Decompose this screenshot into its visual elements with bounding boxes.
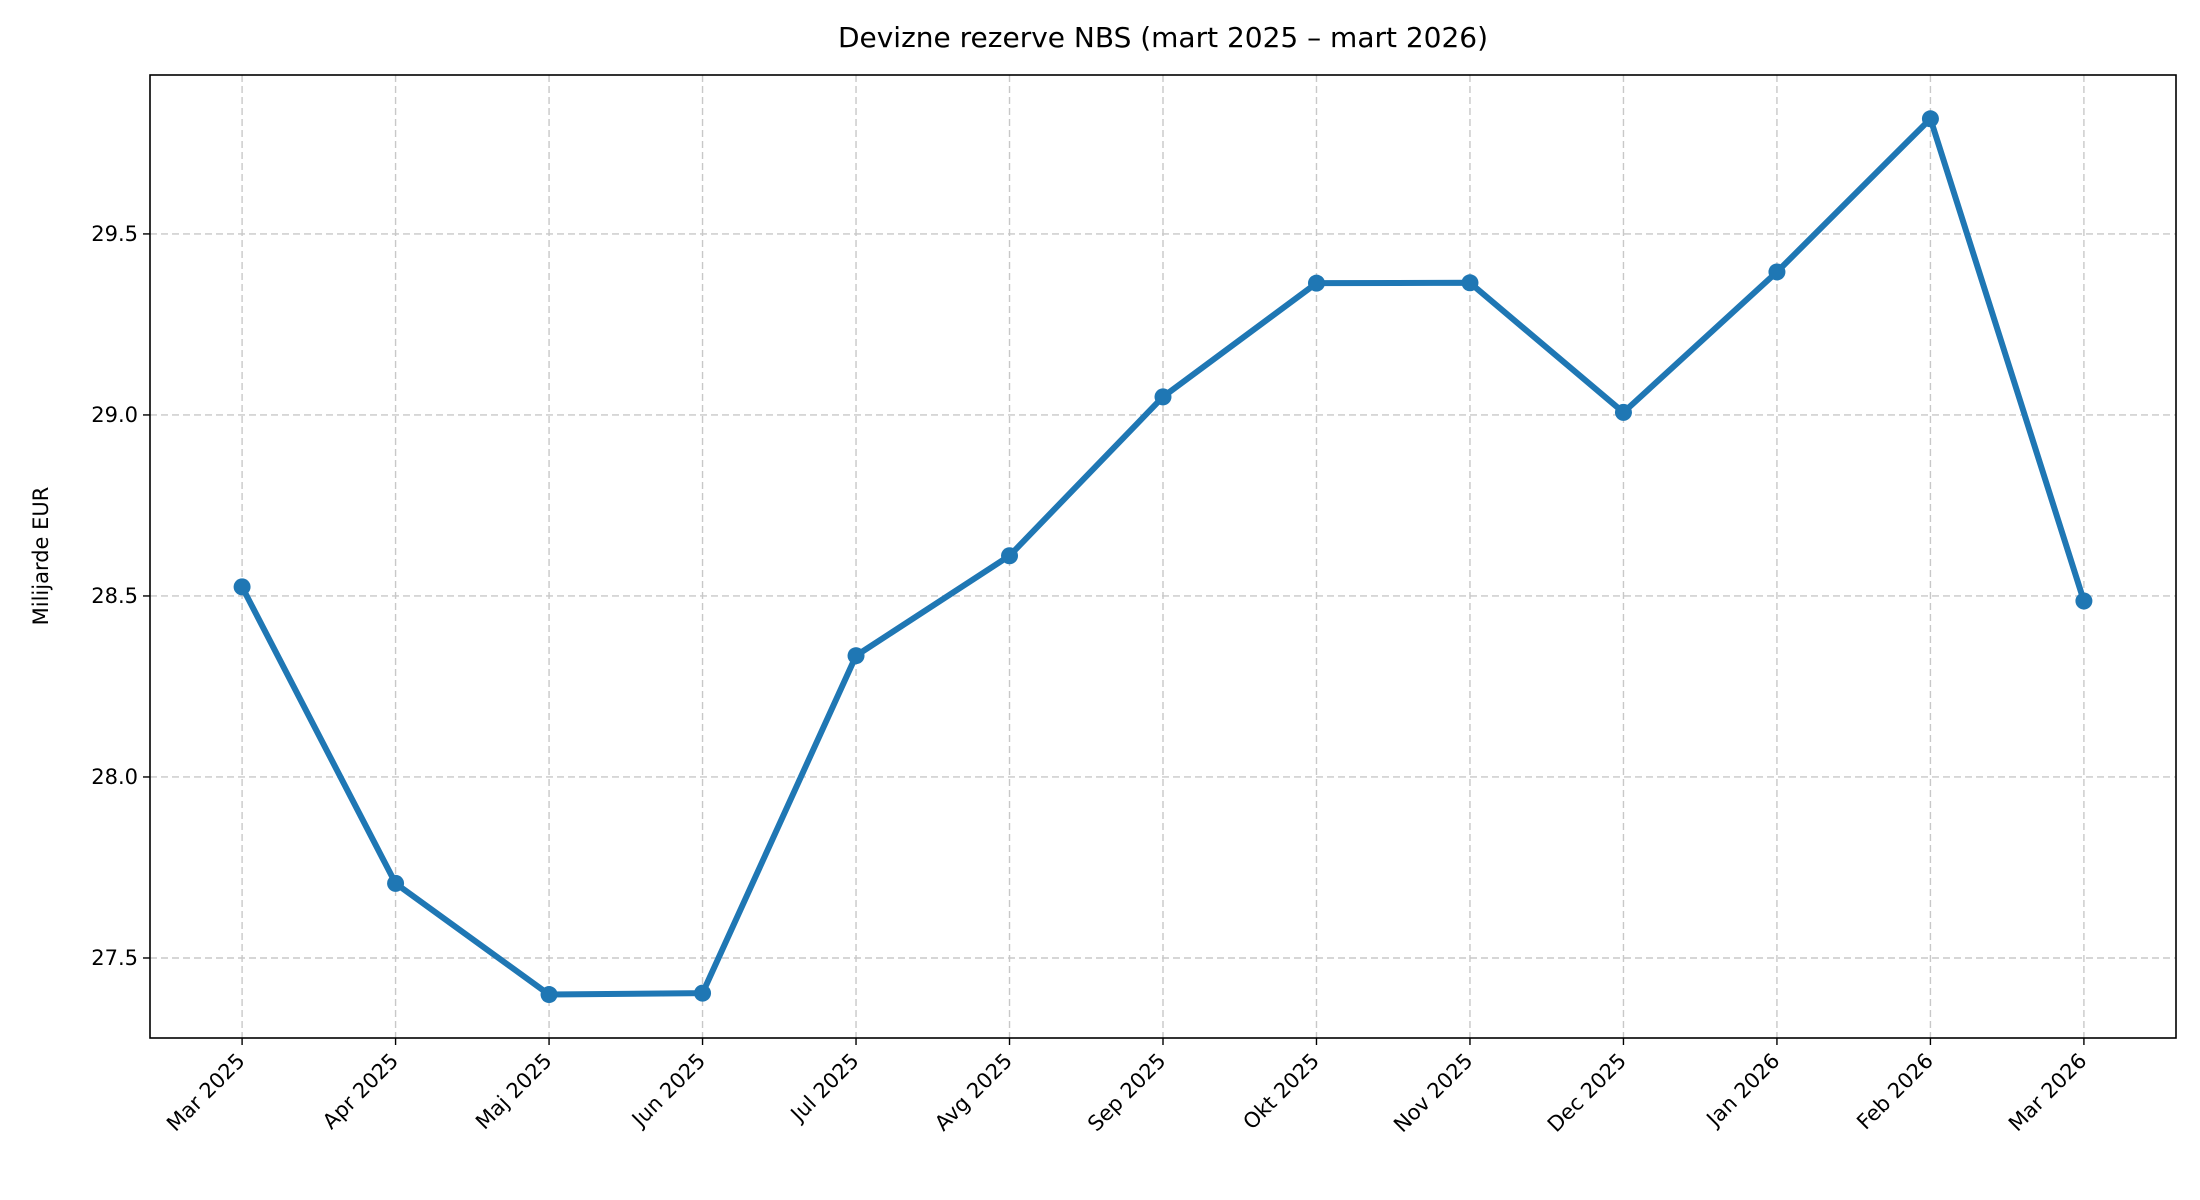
- x-tick-label: Dec 2025: [1543, 1049, 1631, 1137]
- x-tick-label: Feb 2026: [1852, 1049, 1938, 1135]
- data-point: [2075, 592, 2093, 610]
- y-tick-label: 27.5: [91, 946, 138, 970]
- data-point: [1461, 274, 1479, 292]
- y-tick-label: 28.5: [91, 584, 138, 608]
- x-tick-label: Mar 2026: [2004, 1049, 2092, 1137]
- x-tick-label: Mar 2025: [162, 1049, 250, 1137]
- x-tick-label: Jul 2025: [785, 1049, 864, 1128]
- x-tick-label: Jun 2025: [626, 1049, 710, 1133]
- x-tick-label: Nov 2025: [1389, 1049, 1477, 1137]
- data-point: [540, 986, 558, 1004]
- x-tick-label: Avg 2025: [930, 1049, 1017, 1136]
- data-point: [1768, 263, 1786, 281]
- data-point: [387, 874, 405, 892]
- y-tick-label: 28.0: [91, 765, 138, 789]
- plot-frame: [149, 74, 2177, 1039]
- x-tick-label: Apr 2025: [318, 1049, 403, 1134]
- data-point: [1921, 110, 1939, 128]
- data-point: [1307, 274, 1325, 292]
- data-point: [694, 984, 712, 1002]
- x-tick-label: Okt 2025: [1238, 1049, 1324, 1135]
- x-tick-label: Maj 2025: [471, 1049, 557, 1135]
- y-tick-label: 29.0: [91, 403, 138, 427]
- data-line: [239, 115, 2087, 998]
- y-axis-label: Milijarde EUR: [29, 487, 53, 626]
- data-point: [233, 578, 251, 596]
- data-point: [1001, 547, 1019, 565]
- chart-title: Devizne rezerve NBS (mart 2025 – mart 20…: [838, 21, 1488, 54]
- data-point: [847, 647, 865, 665]
- data-point: [1154, 388, 1172, 406]
- y-tick-label: 29.5: [91, 222, 138, 246]
- x-tick-label: Jan 2026: [1701, 1049, 1785, 1133]
- x-tick-label: Sep 2025: [1083, 1049, 1170, 1136]
- data-point: [1614, 403, 1632, 421]
